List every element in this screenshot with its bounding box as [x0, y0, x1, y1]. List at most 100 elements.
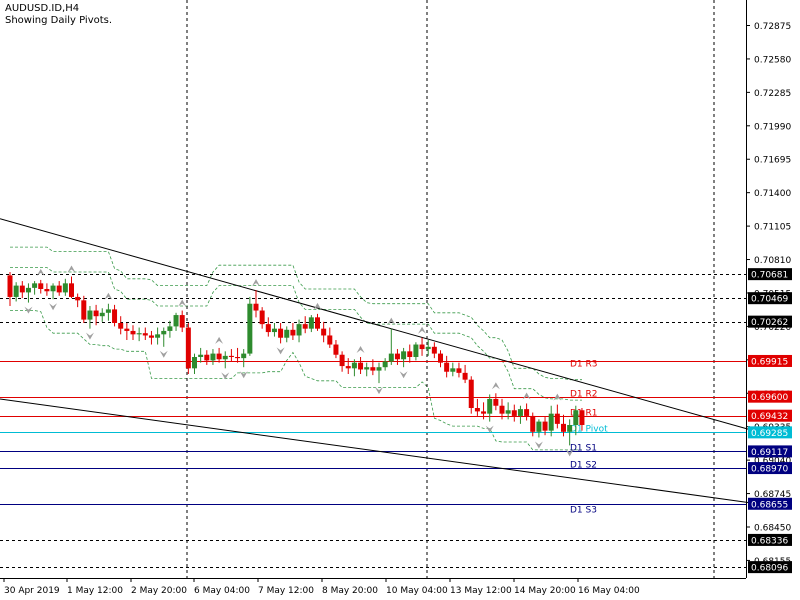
candle-body: [19, 285, 25, 293]
candle-body: [333, 344, 339, 355]
candle-body: [407, 351, 413, 357]
candle-body: [382, 361, 388, 368]
pivot-level-label: D1 S2: [570, 461, 597, 471]
fractal-down-marker: [239, 371, 248, 379]
candle-body: [524, 409, 530, 416]
candle-body: [315, 317, 320, 329]
fractal-down-marker: [159, 350, 168, 358]
candle: [438, 350, 443, 368]
candle: [487, 394, 493, 422]
candle: [112, 304, 118, 327]
candle: [290, 323, 296, 340]
candle-body: [62, 283, 68, 293]
fractal-down-marker: [221, 372, 230, 380]
candle: [530, 412, 536, 437]
fractal-down-marker: [399, 371, 408, 379]
candle-body: [210, 353, 216, 361]
price-badge-label: 0.69285: [751, 429, 788, 439]
fractal-up-marker: [418, 326, 427, 334]
fractal-down-marker: [276, 347, 285, 355]
candle: [93, 304, 99, 326]
candle-body: [130, 330, 136, 335]
candle: [302, 316, 308, 334]
candle-body: [567, 425, 573, 432]
candle-body: [370, 367, 376, 371]
candle: [265, 317, 271, 337]
price-badge: [748, 409, 792, 422]
candle: [56, 281, 62, 296]
candle-body: [216, 353, 222, 360]
candle: [407, 344, 413, 363]
x-tick-label: 14 May 20:00: [514, 586, 576, 596]
x-tick-label: 16 May 04:00: [578, 586, 640, 596]
candle-body: [351, 362, 357, 369]
fractal-up-marker: [215, 336, 224, 344]
candle: [179, 310, 185, 333]
pivot-level-label: D1 S3: [570, 506, 597, 516]
candle-body: [32, 283, 38, 288]
y-tick-label: 0.71400: [754, 189, 791, 199]
candle-body: [278, 328, 284, 338]
candle-body: [561, 423, 566, 432]
candle-body: [13, 285, 19, 297]
candle-body: [530, 415, 536, 432]
candle: [259, 307, 265, 329]
candle: [62, 278, 68, 296]
candle-body: [228, 355, 234, 357]
candle-body: [167, 326, 173, 331]
price-badge-label: 0.68336: [751, 536, 788, 546]
candle: [228, 349, 234, 362]
candle: [13, 282, 19, 302]
candle-body: [474, 408, 480, 412]
candle: [382, 358, 388, 371]
candle: [456, 362, 462, 378]
candle: [333, 340, 339, 359]
candle: [161, 327, 167, 347]
candle-body: [321, 328, 327, 336]
candle-body: [548, 413, 554, 431]
pivot-level-label: D1 S1: [570, 444, 597, 454]
x-tick-label: 6 May 04:00: [194, 586, 250, 596]
candle: [345, 358, 351, 374]
candle-body: [253, 303, 259, 311]
candle: [155, 327, 161, 345]
fractal-up-marker: [522, 392, 531, 400]
candle-body: [112, 309, 118, 323]
y-tick-label: 0.68450: [754, 524, 791, 534]
candle-body: [345, 366, 351, 369]
price-badge: [748, 390, 792, 403]
candle: [561, 414, 566, 437]
candle: [69, 276, 74, 299]
candle-body: [462, 372, 468, 380]
candle-body: [105, 309, 111, 313]
candle-body: [7, 275, 13, 297]
candle-body: [235, 357, 241, 359]
fractal-down-marker: [85, 332, 94, 340]
fractal-down-marker: [534, 441, 543, 449]
chart-symbol-title: AUDUSD.ID,H4: [5, 3, 80, 14]
fractal-up-marker: [67, 265, 76, 273]
candle-body: [118, 323, 124, 329]
candle-body: [536, 421, 542, 432]
candle-body: [456, 368, 462, 373]
x-tick-label: 8 May 20:00: [322, 586, 378, 596]
price-badge-label: 0.68655: [751, 500, 788, 510]
candle: [118, 316, 124, 335]
candle: [130, 325, 136, 340]
candle-body: [419, 344, 425, 350]
candle: [32, 281, 38, 295]
price-badge-label: 0.69117: [751, 448, 788, 458]
envelope-lower: [10, 310, 582, 451]
y-tick-label: 0.71695: [754, 156, 791, 166]
candle-body: [259, 310, 265, 325]
candle-body: [247, 303, 253, 354]
fractal-up-marker: [387, 317, 396, 325]
pivot-level-label: D1 Pivot: [570, 425, 608, 435]
candle: [536, 419, 542, 438]
fractal-up-marker: [104, 292, 113, 300]
candle-body: [401, 351, 407, 360]
candle: [481, 402, 487, 420]
candle: [351, 359, 357, 377]
candle: [548, 405, 554, 437]
